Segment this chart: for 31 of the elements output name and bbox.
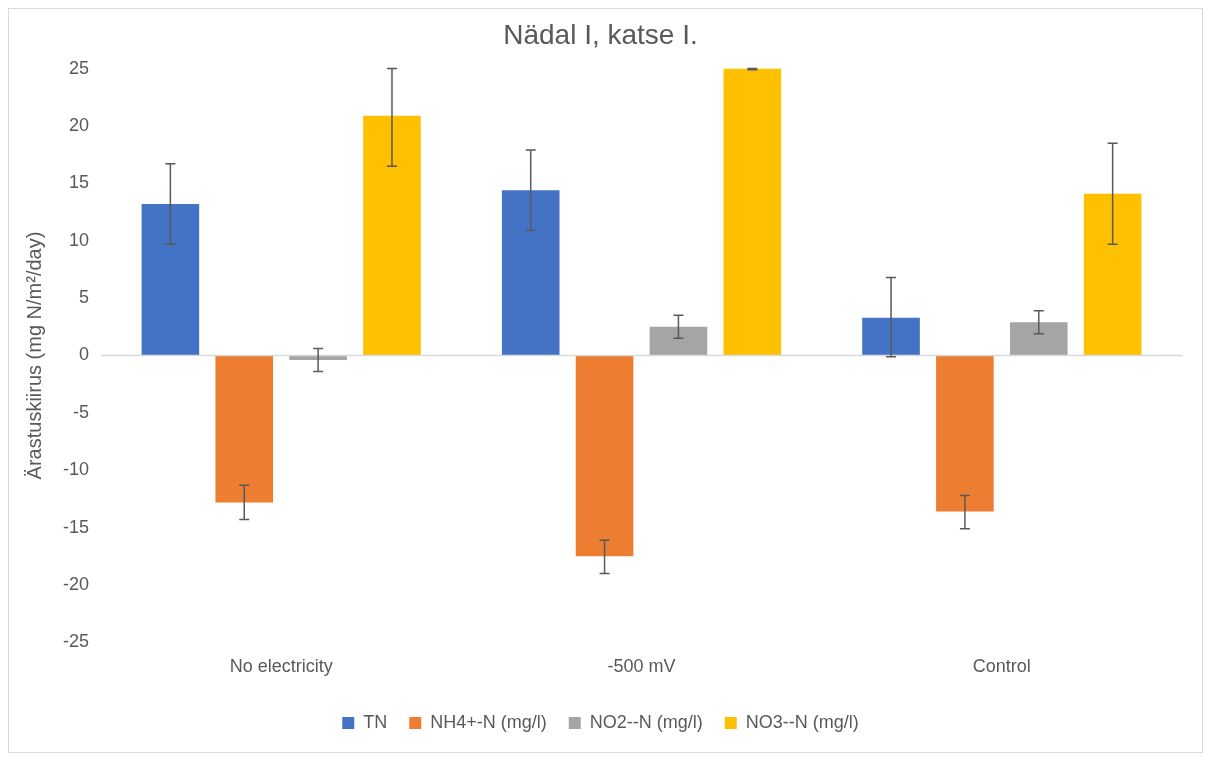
bar (215, 355, 274, 503)
x-tick-label: No electricity (229, 656, 333, 677)
legend-label: NH4+-N (mg/l) (430, 711, 547, 732)
legend-label: NO3--N (mg/l) (745, 711, 859, 732)
bar (501, 190, 560, 356)
bar (1009, 322, 1068, 356)
bar (649, 326, 708, 356)
y-tick-label: 15 (68, 172, 90, 193)
bar (363, 115, 421, 356)
bar (575, 355, 634, 557)
bar (862, 317, 920, 356)
y-axis-title: Ärastuskiirus (mg N/m²/day) (22, 231, 45, 480)
y-tick-label: 20 (68, 114, 90, 135)
x-tick-label: -500 mV (607, 656, 676, 677)
y-tick-label: 10 (68, 229, 90, 250)
bar (723, 68, 782, 356)
y-tick-label: 5 (79, 287, 90, 308)
x-tick-label: Control (972, 656, 1031, 677)
y-tick-label: -20 (63, 573, 90, 594)
y-tick-label: -5 (73, 401, 90, 422)
bar (936, 355, 994, 512)
legend-label: TN (363, 711, 388, 732)
y-tick-label: 0 (79, 344, 90, 365)
chart-title: Nädal I, katse I. (503, 18, 698, 50)
y-tick-label: -25 (63, 631, 90, 652)
y-tick-label: -15 (63, 516, 90, 537)
y-tick-label: -10 (63, 459, 90, 480)
legend-label: NO2--N (mg/l) (589, 711, 703, 732)
y-tick-label: 25 (68, 57, 90, 78)
bar (1083, 193, 1142, 356)
bar (141, 204, 200, 356)
